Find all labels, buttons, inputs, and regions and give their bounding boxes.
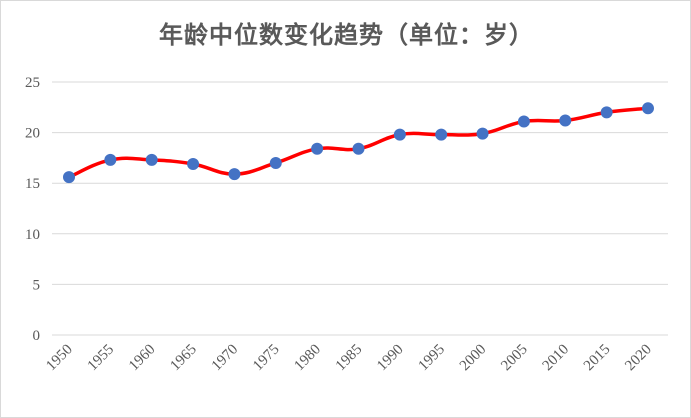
y-tick-label: 15 (25, 176, 40, 192)
data-point (187, 157, 200, 170)
x-tick-label: 2000 (457, 342, 490, 375)
x-axis-ticks: 1950 1955 1960 1965 1970 1975 1980 1985 1990 1995… (43, 342, 655, 375)
y-tick-label: 0 (33, 328, 41, 344)
data-point (393, 128, 406, 141)
y-tick-label: 5 (33, 277, 41, 293)
y-tick-label: 20 (25, 126, 40, 142)
data-point (104, 153, 117, 166)
data-point (311, 142, 324, 155)
x-tick-label: 1950 (43, 342, 76, 375)
data-point (476, 127, 489, 140)
x-tick-label: 1985 (333, 342, 366, 375)
data-point (559, 114, 572, 127)
data-point (352, 142, 365, 155)
data-point (269, 156, 282, 169)
data-point (228, 168, 241, 181)
x-tick-label: 1990 (374, 342, 407, 375)
grid-lines (52, 81, 668, 336)
y-tick-label: 25 (25, 75, 40, 91)
series (63, 102, 654, 184)
x-tick-label: 1955 (85, 342, 118, 375)
x-tick-label: 2020 (622, 342, 655, 375)
y-axis-ticks: 0 5 10 15 20 25 (25, 75, 40, 344)
data-point (145, 153, 158, 166)
x-tick-label: 1980 (291, 342, 324, 375)
x-tick-label: 1960 (126, 342, 159, 375)
data-point (642, 102, 654, 115)
x-tick-label: 2015 (581, 342, 614, 375)
x-tick-label: 1965 (167, 342, 200, 375)
x-tick-label: 1970 (209, 342, 242, 375)
x-tick-label: 1975 (250, 342, 283, 375)
x-tick-label: 2005 (498, 342, 531, 375)
data-point (435, 128, 448, 141)
x-tick-label: 2010 (540, 342, 573, 375)
y-tick-label: 10 (25, 227, 40, 243)
data-point (600, 106, 613, 119)
data-point (63, 171, 75, 184)
x-tick-label: 1995 (416, 342, 449, 375)
data-point (517, 115, 530, 128)
chart-title: 年龄中位数变化趋势（单位：岁） (159, 20, 534, 49)
